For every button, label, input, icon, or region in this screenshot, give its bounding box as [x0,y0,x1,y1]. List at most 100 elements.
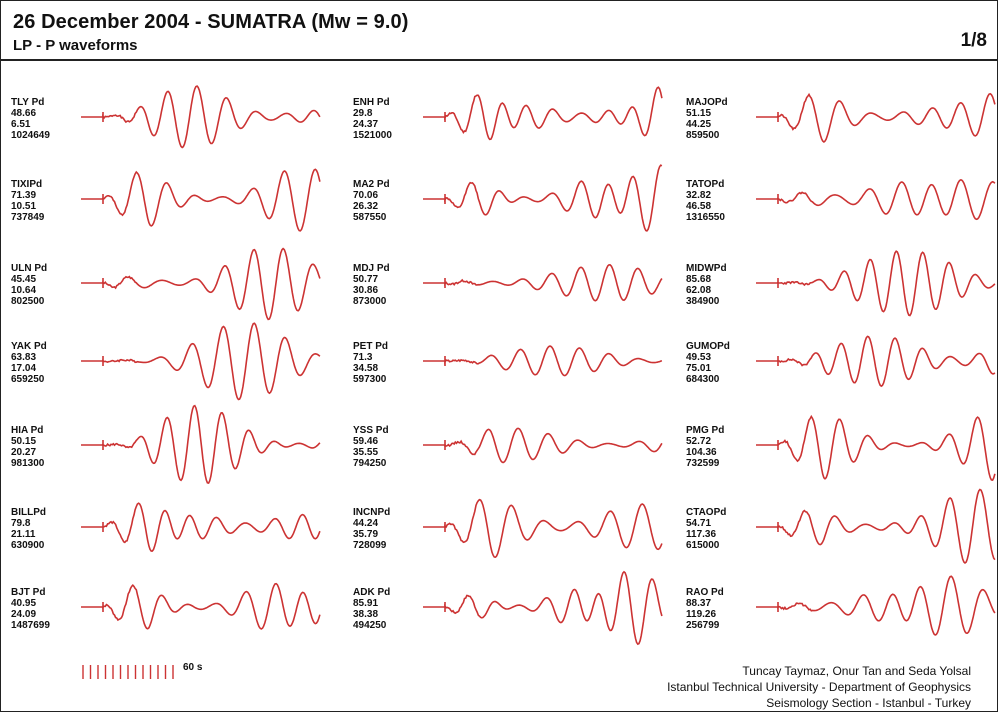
station-value: 859500 [686,130,720,141]
waveform-line [756,250,996,317]
station-value: 494250 [353,620,387,631]
time-scale-bar [82,665,174,679]
station-label: BJT Pd 40.95 24.09 1487699 [11,587,50,631]
station-value: 46.58 [686,201,712,212]
station-name: MIDWPd [686,263,727,274]
credits-location: Seismology Section - Istanbul - Turkey [766,696,971,710]
header: 26 December 2004 - SUMATRA (Mw = 9.0) LP… [1,1,997,61]
station-name: TIXIPd [11,179,43,190]
waveform-line [756,179,996,221]
station-value: 659250 [11,374,45,385]
waveform-line [756,414,996,481]
station-value: 597300 [353,374,387,385]
station-label: ULN Pd 45.45 10.64 802500 [11,263,47,307]
station-value: 70.06 [353,190,379,201]
station-value: 51.15 [686,108,712,119]
station-value: 587550 [353,212,387,223]
station-value: 732599 [686,458,720,469]
station-value: 50.15 [11,436,37,447]
station-value: 54.71 [686,518,712,529]
waveform-trace [756,92,996,144]
waveform-trace [423,86,663,141]
station-name: BJT Pd [11,587,46,598]
waveform-trace [423,570,663,646]
station-label: RAO Pd 88.37 119.26 256799 [686,587,724,631]
station-name: PMG Pd [686,425,725,436]
waveform-line [423,345,663,377]
waveform-trace [423,345,663,377]
figure-subtitle: LP - P waveforms [13,37,138,54]
station-value: 630900 [11,540,45,551]
waveform-line [423,86,663,141]
station-name: PET Pd [353,341,389,352]
waveform-trace [81,582,321,630]
station-value: 17.04 [11,363,37,374]
credits: Tuncay Taymaz, Onur Tan and Seda Yolsal … [667,663,971,711]
station-value: 20.27 [11,447,37,458]
station-label: ENH Pd 29.8 24.37 1521000 [353,97,392,141]
station-value: 1521000 [353,130,392,141]
station-value: 35.79 [353,529,379,540]
station-name: RAO Pd [686,587,724,598]
waveform-trace [423,498,663,559]
station-value: 256799 [686,620,720,631]
station-value: 6.51 [11,119,31,130]
waveform-trace [81,404,321,485]
station-name: CTAOPd [686,507,727,518]
station-name: YAK Pd [11,341,47,352]
station-label: ADK Pd 85.91 38.38 494250 [353,587,390,631]
station-name: ENH Pd [353,97,390,108]
station-value: 88.37 [686,598,712,609]
figure-title: 26 December 2004 - SUMATRA (Mw = 9.0) [13,11,409,33]
station-name: TATOPd [686,179,725,190]
station-label: PET Pd 71.3 34.58 597300 [353,341,388,385]
station-label: PMG Pd 52.72 104.36 732599 [686,425,724,469]
station-name: BILLPd [11,507,46,518]
station-value: 21.11 [11,529,36,540]
station-label: TLY Pd 48.66 6.51 1024649 [11,97,50,141]
station-value: 59.46 [353,436,379,447]
waveform-line [756,335,996,388]
station-value: 802500 [11,296,45,307]
waveform-trace [423,263,663,302]
station-label: GUMOPd 49.53 75.01 684300 [686,341,730,385]
station-value: 40.95 [11,598,37,609]
waveform-trace [756,179,996,221]
waveform-line [81,322,321,401]
station-label: CTAOPd 54.71 117.36 615000 [686,507,726,551]
station-value: 29.8 [353,108,373,119]
waveform-trace [756,575,996,636]
station-label: BILLPd 79.8 21.11 630900 [11,507,46,551]
waveform-line [756,488,996,565]
time-scale-label: 60 s [183,662,203,673]
page-number: 1/8 [960,30,987,51]
credits-institution: Istanbul Technical University - Departme… [667,680,971,694]
station-value: 45.45 [11,274,37,285]
station-value: 104.36 [686,447,717,458]
station-value: 981300 [11,458,45,469]
station-value: 34.58 [353,363,379,374]
station-value: 794250 [353,458,387,469]
station-value: 52.72 [686,436,712,447]
station-value: 10.51 [11,201,37,212]
station-value: 79.8 [11,518,31,529]
station-label: MA2 Pd 70.06 26.32 587550 [353,179,390,223]
station-value: 684300 [686,374,720,385]
station-name: MA2 Pd [353,179,390,190]
station-value: 35.55 [353,447,379,458]
station-label: HIA Pd 50.15 20.27 981300 [11,425,44,469]
station-value: 75.01 [686,363,712,374]
waveform-line [81,502,321,552]
waveform-line [423,498,663,559]
waveform-line [81,85,321,149]
station-label: TATOPd 32.82 46.58 1316550 [686,179,725,223]
station-value: 62.08 [686,285,712,296]
station-value: 71.39 [11,190,37,201]
station-value: 50.77 [353,274,379,285]
waveform-trace [81,168,321,232]
station-label: MAJOPd 51.15 44.25 859500 [686,97,728,141]
station-value: 30.86 [353,285,379,296]
station-value: 1487699 [11,620,50,631]
waveform-line [756,92,996,144]
